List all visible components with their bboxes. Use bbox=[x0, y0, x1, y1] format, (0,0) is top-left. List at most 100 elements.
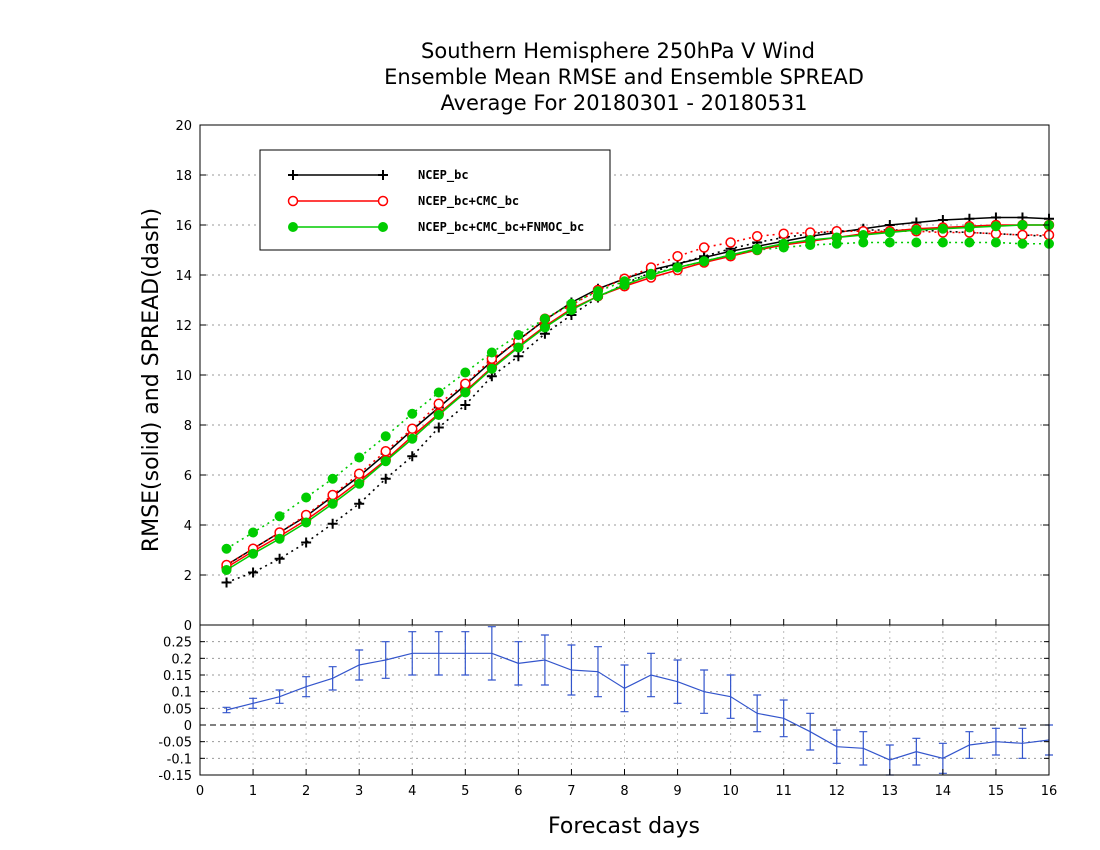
rmse-point-ncep-bc-cmc-bc-fnmoc-bc bbox=[274, 533, 285, 544]
rmse-point-ncep-bc-cmc-bc-fnmoc-bc bbox=[513, 342, 524, 353]
bottom-y-tick-label: -0.05 bbox=[158, 736, 192, 751]
spread-point-ncep-bc-cmc-bc-fnmoc-bc bbox=[884, 237, 895, 248]
spread-point-ncep-bc-cmc-bc-fnmoc-bc bbox=[460, 367, 471, 378]
spread-point-ncep-bc-cmc-bc-fnmoc-bc bbox=[539, 313, 550, 324]
rmse-point-ncep-bc-cmc-bc-fnmoc-bc bbox=[248, 548, 259, 559]
y-axis-title: RMSE(solid) and SPREAD(dash) bbox=[139, 208, 164, 552]
error-bar bbox=[302, 676, 311, 698]
top-y-tick-label: 8 bbox=[184, 419, 192, 434]
spread-point-ncep-bc-cmc-bc bbox=[751, 231, 763, 242]
spread-point-ncep-bc-cmc-bc-fnmoc-bc bbox=[407, 408, 418, 419]
x-tick-label: 8 bbox=[620, 784, 628, 799]
x-tick-label: 7 bbox=[567, 784, 575, 799]
bottom-y-tick-label: 0.15 bbox=[163, 669, 192, 684]
top-y-tick-label: 2 bbox=[184, 569, 192, 584]
x-tick-label: 14 bbox=[935, 784, 952, 799]
bottom-y-tick-label: 0 bbox=[184, 719, 192, 734]
bottom-panel-series bbox=[222, 626, 1053, 776]
x-axis-title: Forecast days bbox=[548, 814, 700, 839]
spread-point-ncep-bc-cmc-bc-fnmoc-bc bbox=[380, 431, 391, 442]
x-tick-label: 2 bbox=[302, 784, 310, 799]
error-bar bbox=[753, 694, 762, 733]
x-tick-label: 12 bbox=[828, 784, 845, 799]
rmse-point-ncep-bc-cmc-bc-fnmoc-bc bbox=[433, 410, 444, 420]
error-bar bbox=[461, 631, 470, 676]
error-bar bbox=[647, 652, 656, 698]
spread-point-ncep-bc-cmc-bc-fnmoc-bc bbox=[752, 245, 763, 255]
spread-point-ncep-bc-cmc-bc bbox=[407, 423, 418, 434]
spread-point-ncep-bc bbox=[301, 537, 312, 548]
error-bar bbox=[912, 737, 921, 766]
x-tick-label: 3 bbox=[355, 784, 363, 799]
rmse-point-ncep-bc-cmc-bc-fnmoc-bc bbox=[911, 225, 922, 235]
spread-point-ncep-bc-cmc-bc-fnmoc-bc bbox=[513, 330, 524, 340]
spread-point-ncep-bc-cmc-bc-fnmoc-bc bbox=[274, 511, 285, 522]
legend-swatch-marker bbox=[378, 170, 388, 180]
spread-point-ncep-bc bbox=[380, 473, 391, 484]
series-ncep-bc bbox=[221, 212, 1054, 588]
spread-point-ncep-bc-cmc-bc-fnmoc-bc bbox=[831, 238, 842, 249]
error-bar bbox=[806, 712, 815, 751]
spread-point-ncep-bc-cmc-bc-fnmoc-bc bbox=[725, 250, 736, 260]
series-ncep-bc-cmc-bc bbox=[221, 219, 1055, 573]
rmse-point-ncep-bc-cmc-bc-fnmoc-bc bbox=[937, 223, 948, 234]
top-y-tick-label: 6 bbox=[184, 469, 192, 484]
bottom-y-tick-label: 0.2 bbox=[171, 652, 192, 667]
x-tick-label: 15 bbox=[988, 784, 1005, 799]
error-bar bbox=[434, 631, 443, 676]
rmse-point-ncep-bc-cmc-bc-fnmoc-bc bbox=[539, 322, 550, 333]
error-bar bbox=[222, 706, 231, 714]
chart-title-line-2: Ensemble Mean RMSE and Ensemble SPREAD bbox=[384, 65, 864, 89]
spread-point-ncep-bc-cmc-bc-fnmoc-bc bbox=[778, 242, 789, 253]
spread-point-ncep-bc bbox=[513, 351, 524, 362]
spread-point-ncep-bc-cmc-bc-fnmoc-bc bbox=[805, 240, 816, 250]
spread-point-ncep-bc-cmc-bc bbox=[725, 237, 736, 248]
x-tick-label: 16 bbox=[1041, 784, 1058, 799]
legend-swatch-marker bbox=[287, 195, 299, 207]
rmse-point-ncep-bc-cmc-bc-fnmoc-bc bbox=[407, 433, 418, 444]
spread-point-ncep-bc-cmc-bc-fnmoc-bc bbox=[301, 492, 312, 503]
error-bar bbox=[540, 634, 549, 686]
top-y-tick-label: 14 bbox=[175, 269, 192, 284]
legend-swatch-marker bbox=[288, 170, 298, 180]
legend-item-ncep-bc: NCEP_bc bbox=[288, 168, 469, 183]
legend-box bbox=[259, 149, 611, 251]
spread-point-ncep-bc-cmc-bc-fnmoc-bc bbox=[433, 387, 444, 398]
x-tick-label: 6 bbox=[514, 784, 522, 799]
x-tick-label: 0 bbox=[196, 784, 204, 799]
spread-point-ncep-bc bbox=[327, 518, 338, 529]
difference-line bbox=[226, 652, 1050, 761]
error-bar bbox=[567, 644, 576, 696]
rmse-point-ncep-bc-cmc-bc-fnmoc-bc bbox=[964, 222, 975, 233]
bottom-y-tick-label: -0.1 bbox=[167, 752, 192, 767]
x-tick-label: 1 bbox=[249, 784, 257, 799]
x-axis-ticks: 0 1 2 3 4 5 6 7 8 9 10 11 12 13 14 15 16 bbox=[196, 619, 1057, 799]
x-tick-label: 10 bbox=[722, 784, 739, 799]
rmse-point-ncep-bc-cmc-bc-fnmoc-bc bbox=[486, 363, 497, 374]
legend-item-ncep-bc-cmc-bc: NCEP_bc+CMC_bc bbox=[287, 194, 519, 209]
spread-point-ncep-bc bbox=[221, 577, 232, 588]
spread-point-ncep-bc-cmc-bc-fnmoc-bc bbox=[672, 262, 683, 273]
spread-point-ncep-bc bbox=[248, 567, 259, 578]
top-y-tick-label: 18 bbox=[175, 169, 192, 184]
rmse-line-ncep-bc-cmc-bc bbox=[226, 224, 1049, 569]
spread-line-ncep-bc-cmc-bc-fnmoc-bc bbox=[226, 241, 1049, 550]
error-bar bbox=[275, 689, 284, 704]
legend: NCEP_bc NCEP_bc+CMC_bc NCEP_bc+CMC_bc+FNMO… bbox=[259, 149, 611, 251]
spread-point-ncep-bc-cmc-bc-fnmoc-bc bbox=[566, 298, 577, 309]
x-tick-label: 5 bbox=[461, 784, 469, 799]
rmse-point-ncep-bc-cmc-bc-fnmoc-bc bbox=[990, 221, 1001, 232]
top-y-tick-label: 10 bbox=[175, 369, 192, 384]
spread-point-ncep-bc-cmc-bc bbox=[672, 251, 683, 262]
spread-point-ncep-bc-cmc-bc bbox=[778, 228, 789, 239]
spread-point-ncep-bc-cmc-bc-fnmoc-bc bbox=[486, 347, 497, 358]
spread-point-ncep-bc-cmc-bc bbox=[433, 398, 445, 409]
spread-point-ncep-bc-cmc-bc bbox=[1017, 229, 1028, 241]
error-bar bbox=[673, 659, 682, 704]
x-tick-label: 4 bbox=[408, 784, 416, 799]
top-y-tick-label: 4 bbox=[184, 519, 192, 534]
legend-label-ncep-bc-cmc-bc-fnmoc-bc: NCEP_bc+CMC_bc+FNMOC_bc bbox=[418, 220, 584, 235]
top-y-tick-label: 12 bbox=[175, 319, 192, 334]
error-bar bbox=[1018, 727, 1027, 759]
legend-swatch-marker bbox=[377, 195, 389, 207]
